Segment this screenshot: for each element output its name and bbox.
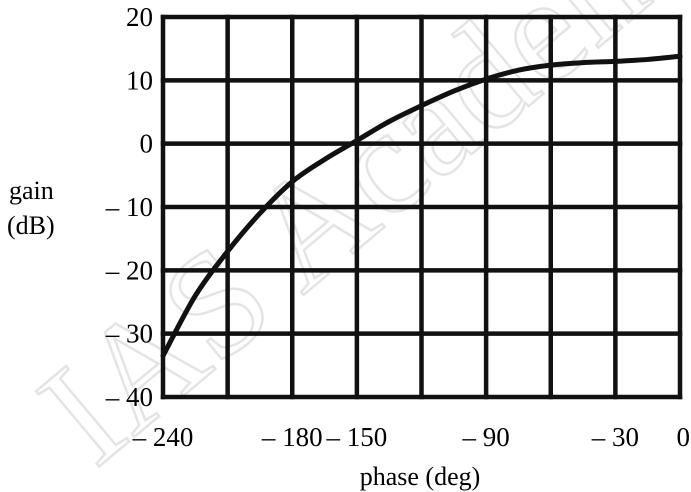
x-tick-label: – 240 — [132, 422, 194, 452]
y-tick-label: 20 — [126, 2, 153, 32]
x-tick-label: – 90 — [462, 422, 510, 452]
y-axis-label-line-1: gain — [9, 176, 54, 205]
y-axis-ticks: 20 10 0 – 10 – 20 – 30 – 40 — [105, 2, 153, 412]
y-tick-label: – 20 — [105, 255, 153, 285]
x-tick-label: 0 — [677, 422, 691, 452]
x-axis-label: phase (deg) — [360, 462, 481, 491]
y-tick-label: – 40 — [105, 382, 153, 412]
y-tick-label: 10 — [126, 65, 153, 95]
y-axis-label-line-2: (dB) — [7, 211, 55, 240]
x-tick-label: – 180 — [261, 422, 323, 452]
watermark-text: IAS Academy — [10, 0, 691, 492]
y-tick-label: 0 — [140, 129, 154, 159]
watermark: IAS Academy — [8, 0, 691, 492]
y-tick-label: – 30 — [105, 319, 153, 349]
x-tick-label: – 30 — [591, 422, 639, 452]
y-tick-label: – 10 — [105, 192, 153, 222]
gain-phase-curve — [160, 53, 683, 359]
x-tick-label: – 150 — [326, 422, 388, 452]
x-axis-ticks: – 240 – 180– 150 – 90 – 30 0 — [132, 422, 690, 452]
plot-area — [160, 53, 683, 359]
